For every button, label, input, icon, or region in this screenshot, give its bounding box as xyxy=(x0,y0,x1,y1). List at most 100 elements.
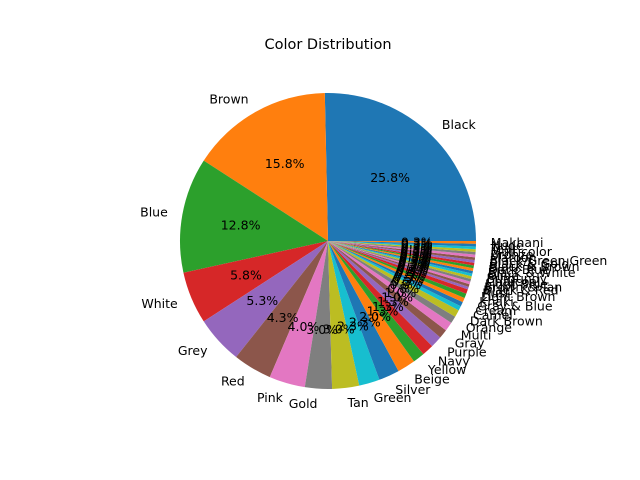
slice-label: Black & Red xyxy=(483,283,558,298)
slice-label: Light Brown xyxy=(481,289,555,304)
slice-label: Black/Green Green xyxy=(490,253,608,268)
pie-slice xyxy=(328,241,467,298)
slice-label: Dark Blue xyxy=(488,262,550,277)
slice-percent-label: 0.5% xyxy=(394,269,426,284)
pie-slice xyxy=(328,241,475,263)
slice-percent-label: 0.3% xyxy=(399,252,431,267)
pie-slice xyxy=(180,160,328,273)
slice-label: Multi xyxy=(461,328,492,343)
pie-slice xyxy=(328,241,473,277)
pie-slice xyxy=(328,241,456,323)
pie-slice xyxy=(328,241,441,347)
slice-label: Dark Brown xyxy=(470,313,543,328)
slice-percent-label: 0.8% xyxy=(387,281,419,296)
slice-percent-label: 0.3% xyxy=(396,262,428,277)
pie-slice xyxy=(328,241,459,317)
slice-percent-label: 5.3% xyxy=(246,293,278,308)
slice-label: Camel xyxy=(473,308,513,323)
slice-labels: Black Brown Blue White Grey Red Pink Gol… xyxy=(140,91,607,411)
slice-label: Navy xyxy=(438,354,470,369)
slice-label: Grey xyxy=(178,343,208,358)
slice-percent-label: 0.3% xyxy=(401,238,433,253)
slice-percent-label: 5.8% xyxy=(230,268,262,283)
slice-label: Red xyxy=(221,373,245,388)
slice-label: Light Blue xyxy=(485,277,548,292)
slice-label: Purple xyxy=(447,345,487,360)
pie-slice xyxy=(328,241,446,338)
pie-slice xyxy=(328,241,472,279)
slice-label: White xyxy=(141,296,178,311)
slice-percent-label: 0.8% xyxy=(390,277,422,292)
pie-slice xyxy=(328,241,415,372)
slice-label: Silver xyxy=(395,382,431,397)
slice-percent-label: 0.3% xyxy=(401,239,433,254)
slice-percent-label: 1.3% xyxy=(372,299,404,314)
slice-label: Brown & Tan xyxy=(484,280,562,295)
slice-percent-label: 2.0% xyxy=(359,309,391,324)
slice-percent-label: 0.3% xyxy=(398,257,430,272)
pie-slice xyxy=(328,241,476,247)
slice-label: Black & Brown xyxy=(489,259,580,274)
slice-percent-label: 0.3% xyxy=(400,243,432,258)
slice-percent-label: 0.3% xyxy=(400,249,432,264)
slice-label: Orange xyxy=(466,320,512,335)
slice-label: Tan xyxy=(347,395,369,410)
slice-label: Black & Gold xyxy=(489,256,569,271)
slice-percent-label: 0.5% xyxy=(392,271,424,286)
slice-label: Maroon xyxy=(490,250,537,265)
pie-slice xyxy=(328,241,475,266)
pie-slice xyxy=(328,241,474,269)
slice-percent-label: 0.5% xyxy=(391,274,423,289)
slice-percent-label: 0.3% xyxy=(400,247,432,262)
pie-slice xyxy=(328,241,476,261)
slice-percent-label: 0.5% xyxy=(396,264,428,279)
slice-label: Black & White xyxy=(488,265,576,280)
pie-slice xyxy=(328,241,380,386)
slice-label: Blue xyxy=(140,205,168,220)
slice-percent-label: 0.3% xyxy=(401,241,433,256)
slice-percent-label: 0.3% xyxy=(397,259,429,274)
slice-label: Gold xyxy=(289,396,318,411)
slice-label: Multicolor xyxy=(491,244,553,259)
pie-slice xyxy=(328,241,470,287)
pie-slice xyxy=(328,241,463,307)
slice-percent-label: 0.3% xyxy=(399,254,431,269)
slice-percent-label: 12.8% xyxy=(221,218,261,233)
pie-slice xyxy=(328,241,476,252)
slice-percent-label: 1.0% xyxy=(381,289,413,304)
slice-label: Nude xyxy=(491,238,524,253)
pie-slice xyxy=(328,241,468,294)
pie-slice xyxy=(328,241,433,355)
slice-label: Rust xyxy=(482,285,510,300)
pie-slice xyxy=(183,241,328,322)
slice-percent-label: 1.0% xyxy=(385,285,417,300)
slice-label: Charcoal xyxy=(486,274,541,289)
slice-label: Yellow xyxy=(427,362,466,377)
pie-slice xyxy=(328,241,469,290)
slice-percent-label: 2.3% xyxy=(337,319,369,334)
pie-slice xyxy=(304,241,333,389)
slice-label: Gray & Blue xyxy=(477,299,553,314)
slice-percent-label: 0.3% xyxy=(397,260,429,275)
pie-slice xyxy=(269,241,328,388)
slice-label: Pink xyxy=(257,390,284,405)
pie-slices xyxy=(180,92,476,389)
pie-slice xyxy=(328,241,461,311)
pie-slice xyxy=(324,92,476,241)
slice-label: Green xyxy=(374,390,412,405)
slice-label: Brown xyxy=(209,91,248,106)
slice-label: Burgundy xyxy=(487,271,548,286)
slice-percent-label: 0.3% xyxy=(401,236,433,251)
slice-label: Beige xyxy=(414,372,450,387)
pie-slice xyxy=(328,241,360,389)
slice-percent-label: 25.8% xyxy=(370,170,410,185)
pie-slice xyxy=(328,241,472,282)
slice-label: Black xyxy=(442,117,477,132)
slice-percent-label: 3.0% xyxy=(306,322,338,337)
pie-slice xyxy=(328,241,476,250)
pie-slice xyxy=(203,93,328,241)
slice-percent-label: 15.8% xyxy=(265,156,305,171)
chart-title: Color Distribution xyxy=(264,37,391,53)
pie-slice xyxy=(328,241,424,362)
pie-slice xyxy=(236,241,328,378)
